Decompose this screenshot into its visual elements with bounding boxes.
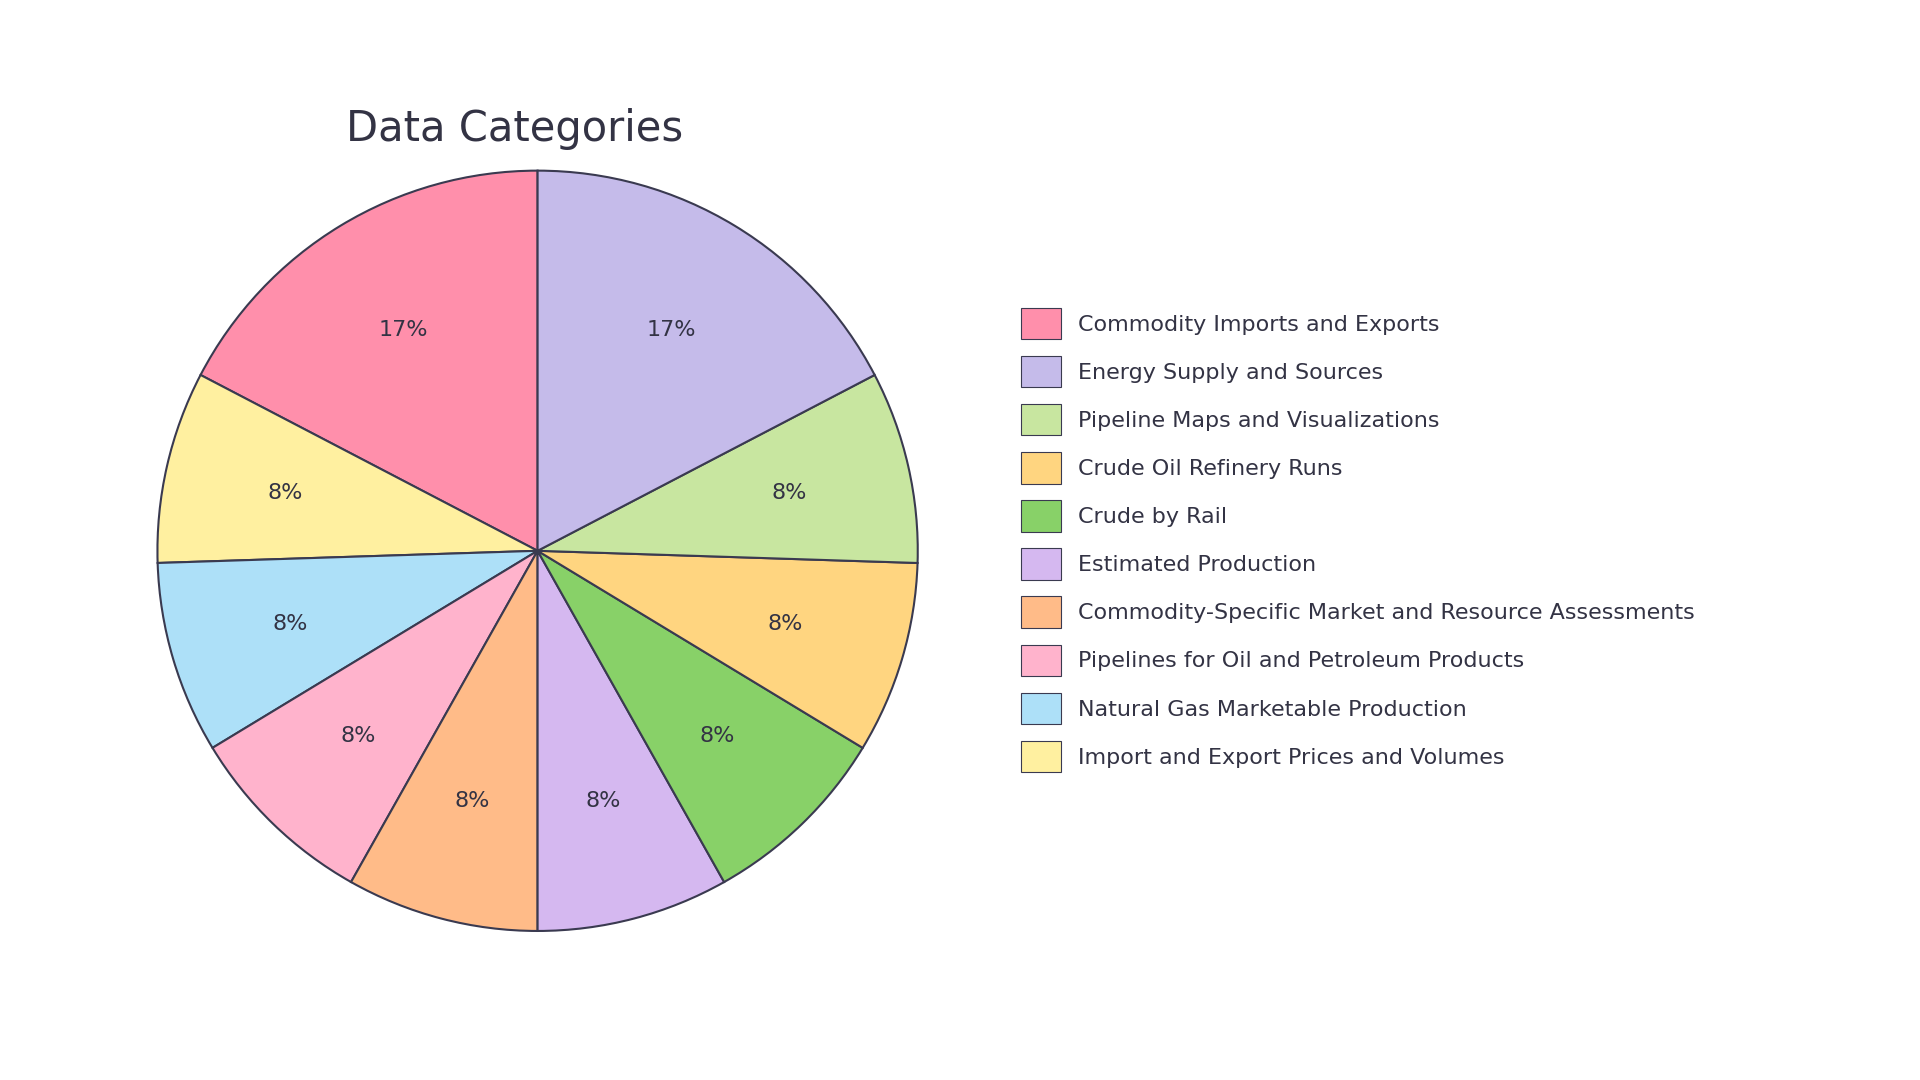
Text: 17%: 17%: [647, 320, 697, 340]
Text: 17%: 17%: [378, 320, 428, 340]
Text: 8%: 8%: [586, 791, 620, 811]
Text: 8%: 8%: [455, 791, 490, 811]
Legend: Commodity Imports and Exports, Energy Supply and Sources, Pipeline Maps and Visu: Commodity Imports and Exports, Energy Su…: [1010, 297, 1707, 783]
Wedge shape: [538, 551, 918, 747]
Wedge shape: [538, 551, 862, 882]
Wedge shape: [538, 375, 918, 563]
Wedge shape: [538, 171, 876, 551]
Wedge shape: [157, 375, 538, 563]
Wedge shape: [351, 551, 538, 931]
Text: 8%: 8%: [273, 615, 307, 634]
Text: Data Categories: Data Categories: [346, 108, 684, 150]
Text: 8%: 8%: [772, 483, 806, 503]
Wedge shape: [538, 551, 724, 931]
Text: 8%: 8%: [340, 727, 376, 746]
Wedge shape: [200, 171, 538, 551]
Text: 8%: 8%: [269, 483, 303, 503]
Wedge shape: [157, 551, 538, 747]
Text: 8%: 8%: [699, 727, 735, 746]
Text: 8%: 8%: [768, 615, 803, 634]
Wedge shape: [213, 551, 538, 882]
